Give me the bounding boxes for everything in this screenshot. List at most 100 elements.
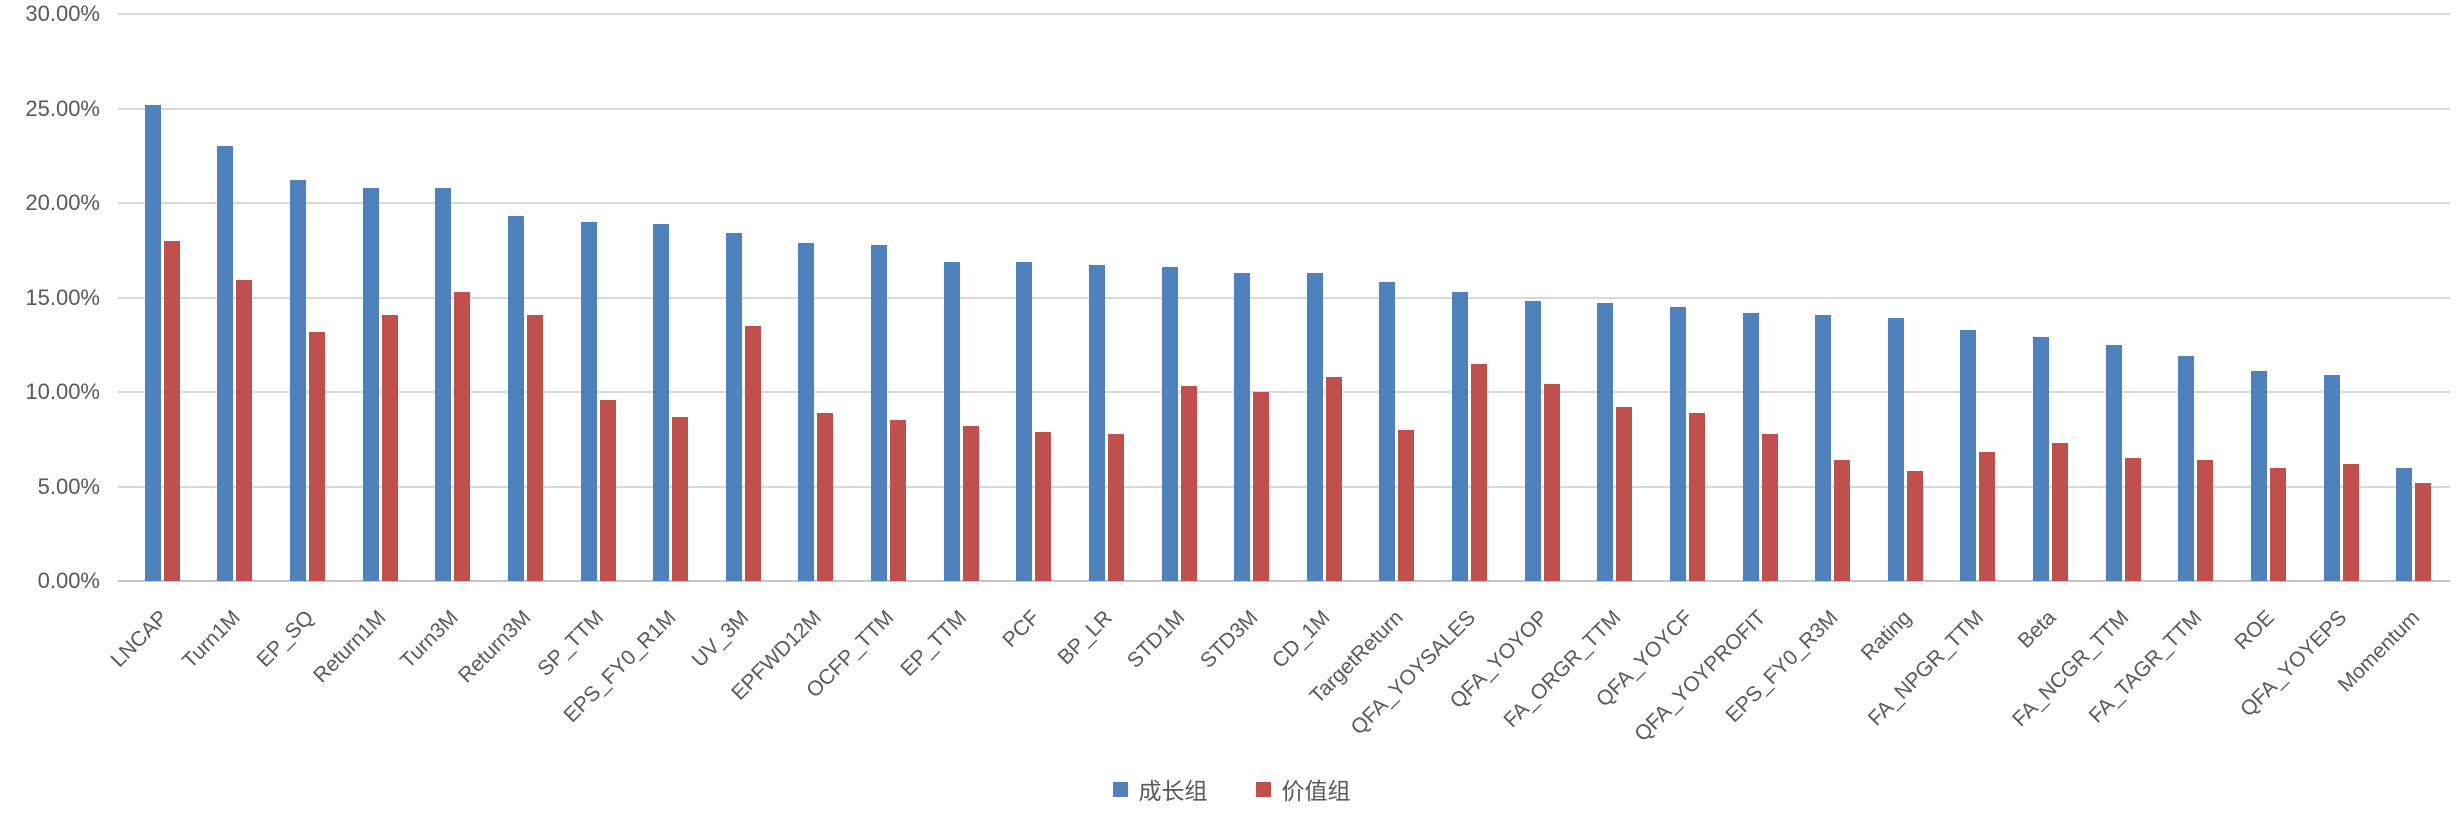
x-axis-label: Turn1M: [178, 606, 246, 673]
bar-series1: [871, 244, 888, 581]
bar-series2: [526, 314, 543, 581]
bar-series2: [1471, 363, 1488, 581]
bar-series2: [309, 331, 326, 581]
bar-series2: [1180, 386, 1197, 581]
bar-series2: [672, 416, 689, 581]
bar-series2: [599, 399, 616, 581]
bar-series2: [1543, 384, 1560, 581]
bar-series2: [2342, 463, 2359, 581]
bar-series1: [2323, 374, 2340, 581]
bar-series1: [653, 223, 670, 581]
bar-series2: [236, 280, 253, 581]
bar-series1: [144, 104, 161, 581]
gridline: [118, 296, 2450, 299]
y-tick-label: 10.00%: [25, 379, 100, 404]
bar-series2: [2269, 467, 2286, 581]
bar-series1: [1016, 261, 1033, 581]
bar-series2: [1834, 460, 1851, 581]
gridline: [118, 202, 2450, 204]
bar-series2: [890, 420, 907, 581]
bar-series1: [435, 187, 452, 581]
gridline: [118, 485, 2450, 488]
gridline: [118, 391, 2450, 393]
bar-series1: [1887, 318, 1904, 581]
bar-series2: [1398, 429, 1415, 581]
bar-series2: [744, 325, 761, 581]
x-axis-label: BP_LR: [1053, 606, 1117, 670]
bar-series2: [1107, 433, 1124, 581]
bar-series1: [1379, 282, 1396, 581]
bar-series2: [1325, 376, 1342, 581]
x-axis-label: SP_TTM: [533, 606, 609, 681]
bar-series1: [1597, 303, 1614, 581]
x-axis-label: Return1M: [308, 606, 391, 688]
bar-series1: [2178, 356, 2195, 581]
x-axis-label: QFA_YOYPROFIT: [1630, 606, 1771, 747]
gridline: [118, 107, 2450, 110]
bar-series1: [1234, 272, 1251, 581]
y-tick-label: 15.00%: [25, 284, 100, 310]
bar-series1: [2105, 344, 2122, 581]
bar-series1: [725, 233, 742, 581]
bar-series2: [1761, 433, 1778, 581]
bar-series2: [1035, 431, 1052, 581]
y-tick-label: 25.00%: [25, 95, 100, 121]
bar-series1: [1524, 301, 1541, 581]
bar-series2: [962, 426, 979, 581]
y-tick-label: 0.00%: [37, 568, 100, 593]
bar-series1: [2033, 337, 2050, 581]
x-axis-label: QFA_YOYSALES: [1346, 606, 1480, 740]
bar-series2: [1979, 452, 1996, 581]
x-axis-label: UV_3M: [687, 606, 754, 672]
bar-series1: [1452, 291, 1469, 581]
legend-label: 成长组: [1138, 778, 1208, 804]
bar-series2: [2197, 460, 2214, 581]
bar-series1: [1161, 267, 1178, 581]
x-axis-label: CD_1M: [1267, 606, 1335, 673]
legend-swatch-icon: [1112, 781, 1128, 797]
x-axis-label: EP_SQ: [252, 606, 318, 672]
bar-series2: [1688, 412, 1705, 581]
bar-series2: [817, 412, 834, 581]
x-axis-label: Rating: [1856, 606, 1916, 666]
x-axis-line: [118, 580, 2450, 582]
y-tick-label: 5.00%: [37, 473, 100, 499]
bar-series1: [1669, 306, 1686, 581]
bar-series1: [507, 216, 524, 581]
bar-series2: [1616, 407, 1633, 581]
bar-series2: [1253, 392, 1270, 581]
bar-series2: [2052, 443, 2069, 581]
bar-series2: [2124, 458, 2141, 581]
bar-series1: [290, 180, 307, 581]
x-axis-label: Turn3M: [396, 606, 464, 673]
x-axis-label: STD3M: [1195, 606, 1262, 673]
bar-series2: [381, 314, 398, 581]
bar-series1: [362, 187, 379, 581]
bar-series2: [2415, 482, 2432, 581]
bar-series1: [217, 146, 234, 581]
legend-swatch-icon: [1255, 781, 1271, 797]
y-tick-label: 30.00%: [25, 1, 100, 26]
bar-series1: [2396, 467, 2413, 581]
legend: 成长组 价值组: [0, 772, 2463, 806]
x-axis-label: Return3M: [454, 606, 536, 688]
bar-series2: [454, 291, 471, 581]
bar-series1: [580, 221, 597, 581]
bar-series1: [943, 261, 960, 581]
x-axis-label: STD1M: [1122, 606, 1190, 673]
bar-series1: [798, 242, 815, 581]
bar-series1: [1815, 314, 1832, 581]
bar-series1: [1742, 312, 1759, 581]
x-axis-label: LNCAP: [106, 606, 173, 672]
legend-label: 价值组: [1281, 778, 1351, 804]
bar-series2: [1906, 471, 1923, 581]
x-axis-label: Beta: [2014, 606, 2061, 653]
x-axis-label: EP_TTM: [896, 606, 972, 681]
bar-series1: [1306, 272, 1323, 581]
bar-series1: [1088, 265, 1105, 581]
bar-series1: [1960, 329, 1977, 581]
legend-item: 价值组: [1255, 772, 1351, 806]
legend-item: 成长组: [1112, 772, 1208, 806]
bar-series1: [2250, 371, 2267, 581]
